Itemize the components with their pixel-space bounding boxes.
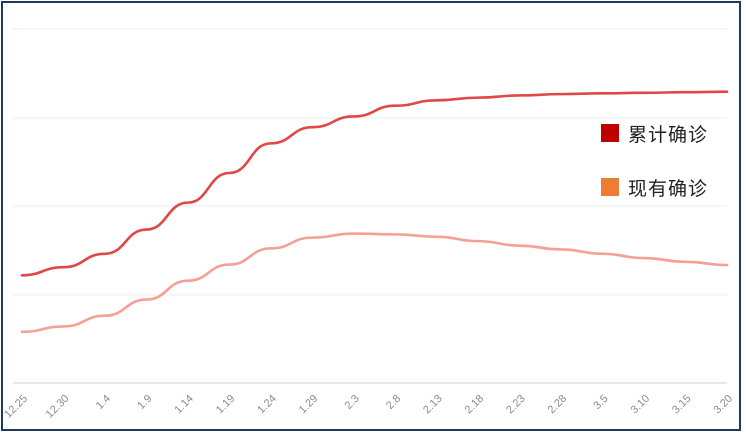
- legend-item-cumulative[interactable]: 累计确诊: [601, 119, 708, 147]
- legend-label-current: 现有确诊: [628, 177, 709, 200]
- x-tick-label: 12.30: [44, 393, 72, 421]
- legend-swatch-cumulative: [601, 124, 619, 142]
- x-tick-label: 1.9: [135, 393, 154, 412]
- legend-item-current[interactable]: 现有确诊: [601, 173, 708, 201]
- legend-swatch-current: [601, 178, 619, 196]
- x-tick-label: 2.13: [421, 393, 445, 417]
- x-tick-label: 2.28: [546, 393, 570, 417]
- chart-frame: 12.25 12.30 1.4 1.9 1.14 1.19 1.24 1.29 2.3 2.8 2.…: [1, 1, 741, 431]
- x-tick-label: 12.25: [3, 393, 30, 421]
- series-line-current: [20, 232, 729, 334]
- line-chart: 12.25 12.30 1.4 1.9 1.14 1.19 1.24 1.29 2.3 2.8 2.…: [3, 28, 735, 421]
- x-tick-label: 1.14: [172, 393, 196, 417]
- legend-label-cumulative: 累计确诊: [628, 123, 709, 146]
- x-tick-label: 2.23: [504, 393, 528, 417]
- x-tick-label: 1.4: [94, 393, 113, 412]
- x-tick-label: 3.20: [711, 393, 735, 417]
- x-tick-label: 1.24: [255, 393, 279, 417]
- x-tick-label: 3.15: [670, 393, 694, 417]
- x-tick-label: 2.18: [463, 393, 487, 417]
- x-tick-label: 3.10: [629, 393, 653, 417]
- x-tick-label: 1.19: [214, 393, 238, 417]
- x-tick-label: 3.5: [591, 393, 610, 412]
- series-line-cumulative: [20, 90, 729, 277]
- legend: 累计确诊 现有确诊: [601, 119, 708, 227]
- x-tick-label: 2.8: [384, 393, 403, 412]
- x-tick-label: 1.29: [297, 393, 321, 417]
- x-tick-label: 2.3: [343, 393, 362, 412]
